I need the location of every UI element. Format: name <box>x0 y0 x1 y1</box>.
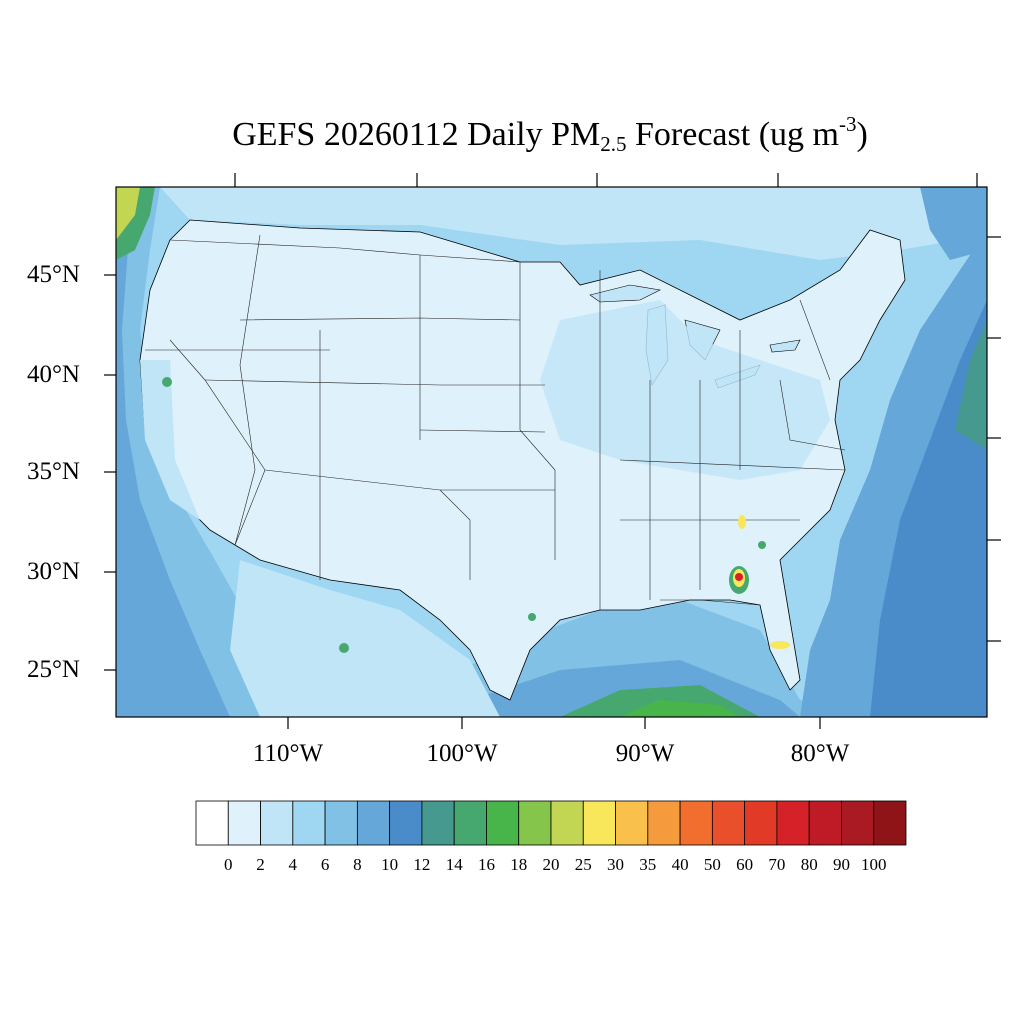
colorbar-swatch <box>615 800 649 846</box>
colorbar-label: 50 <box>703 855 721 874</box>
pacific-offshore <box>116 187 230 717</box>
colorbar-swatch <box>486 800 520 846</box>
colorbar-label: 16 <box>478 855 495 874</box>
colorbar-label: 10 <box>381 855 399 874</box>
colorbar-label: 80 <box>800 855 818 874</box>
colorbar-label: 0 <box>224 855 233 874</box>
colorbar-label: 6 <box>320 855 330 874</box>
colorbar-swatch <box>550 800 584 846</box>
colorbar-swatch <box>776 800 810 846</box>
pacific-northwest-core <box>116 187 140 240</box>
hotspot-texas <box>528 613 536 621</box>
midwest-elevated <box>540 300 830 480</box>
lat-label-30: 30°N <box>26 558 80 585</box>
lon-label-100: 100°W <box>426 740 498 767</box>
colorbar-label: 18 <box>510 855 528 874</box>
colorbar-swatch <box>679 800 713 846</box>
hotspot-florida-georgia-core <box>735 573 743 581</box>
colorbar-label: 70 <box>768 855 786 874</box>
lon-label-90: 90°W <box>615 740 675 767</box>
lat-label-35: 35°N <box>26 458 80 485</box>
colorbar-label: 12 <box>413 855 431 874</box>
lon-label-80: 80°W <box>790 740 850 767</box>
gulf-plume-core <box>620 700 740 717</box>
hotspot-georgia-coast <box>758 541 766 549</box>
title-superscript: -3 <box>838 112 857 136</box>
colorbar-swatch <box>808 800 842 846</box>
title-middle: Forecast (ug m <box>626 116 839 153</box>
hotspot-california <box>162 377 172 387</box>
hotspot-mexico <box>339 643 349 653</box>
map-field <box>116 187 987 717</box>
colorbar-label: 14 <box>445 855 463 874</box>
colorbar-swatch <box>389 800 423 846</box>
colorbar-label: 35 <box>639 855 657 874</box>
atlantic-deep <box>870 300 987 717</box>
hotspot-south-carolina <box>738 515 746 529</box>
title-suffix: ) <box>856 116 868 153</box>
colorbar-label: 100 <box>860 855 887 874</box>
colorbar-label: 40 <box>671 855 689 874</box>
colorbar-swatch <box>227 800 261 846</box>
lat-label-45: 45°N <box>26 261 80 288</box>
title-prefix: GEFS 20260112 Daily PM <box>232 116 601 153</box>
colorbar-swatch <box>647 800 681 846</box>
hotspot-south-florida <box>770 641 790 649</box>
colorbar-swatch <box>260 800 294 846</box>
colorbar-swatch <box>582 800 616 846</box>
colorbar-swatch <box>453 800 487 846</box>
lake-ontario <box>769 339 801 353</box>
colorbar-swatch <box>744 800 778 846</box>
california-coast <box>140 360 200 520</box>
lake-superior <box>589 284 661 303</box>
atlantic-plume <box>955 320 987 450</box>
title-subscript: 2.5 <box>600 132 627 156</box>
gulf-st-lawrence <box>920 187 987 260</box>
colorbar-swatch <box>421 800 455 846</box>
colorbar-label: 25 <box>574 855 592 874</box>
colorbar-swatch <box>711 800 746 846</box>
colorbar-label: 2 <box>256 855 265 874</box>
colorbar-label: 90 <box>833 855 850 874</box>
colorbar-label: 4 <box>288 855 298 874</box>
axis-ticks <box>104 173 1001 729</box>
colorbar-swatch <box>873 800 907 846</box>
colorbar-swatch <box>292 800 326 846</box>
lon-label-110: 110°W <box>252 740 324 767</box>
colorbar-label: 60 <box>736 855 754 874</box>
page-title: GEFS 20260112 Daily PM2.5 Forecast (ug m… <box>0 112 1024 157</box>
colorbar-swatch <box>324 800 358 846</box>
canada-region <box>160 187 987 260</box>
colorbar-swatch <box>195 800 229 846</box>
pm25-hotspots <box>162 377 790 653</box>
lat-label-40: 40°N <box>26 361 80 388</box>
mexico-region <box>230 560 500 717</box>
colorbar-swatch <box>518 800 552 846</box>
colorbar-swatch <box>356 800 391 846</box>
state-boundaries <box>145 234 846 610</box>
lat-label-25: 25°N <box>26 656 80 683</box>
colorbar-label: 20 <box>542 855 560 874</box>
colorbar-label: 8 <box>353 855 362 874</box>
colorbar <box>195 800 907 846</box>
map-frame <box>115 186 988 718</box>
colorbar-swatch <box>841 800 875 846</box>
colorbar-label: 30 <box>607 855 624 874</box>
